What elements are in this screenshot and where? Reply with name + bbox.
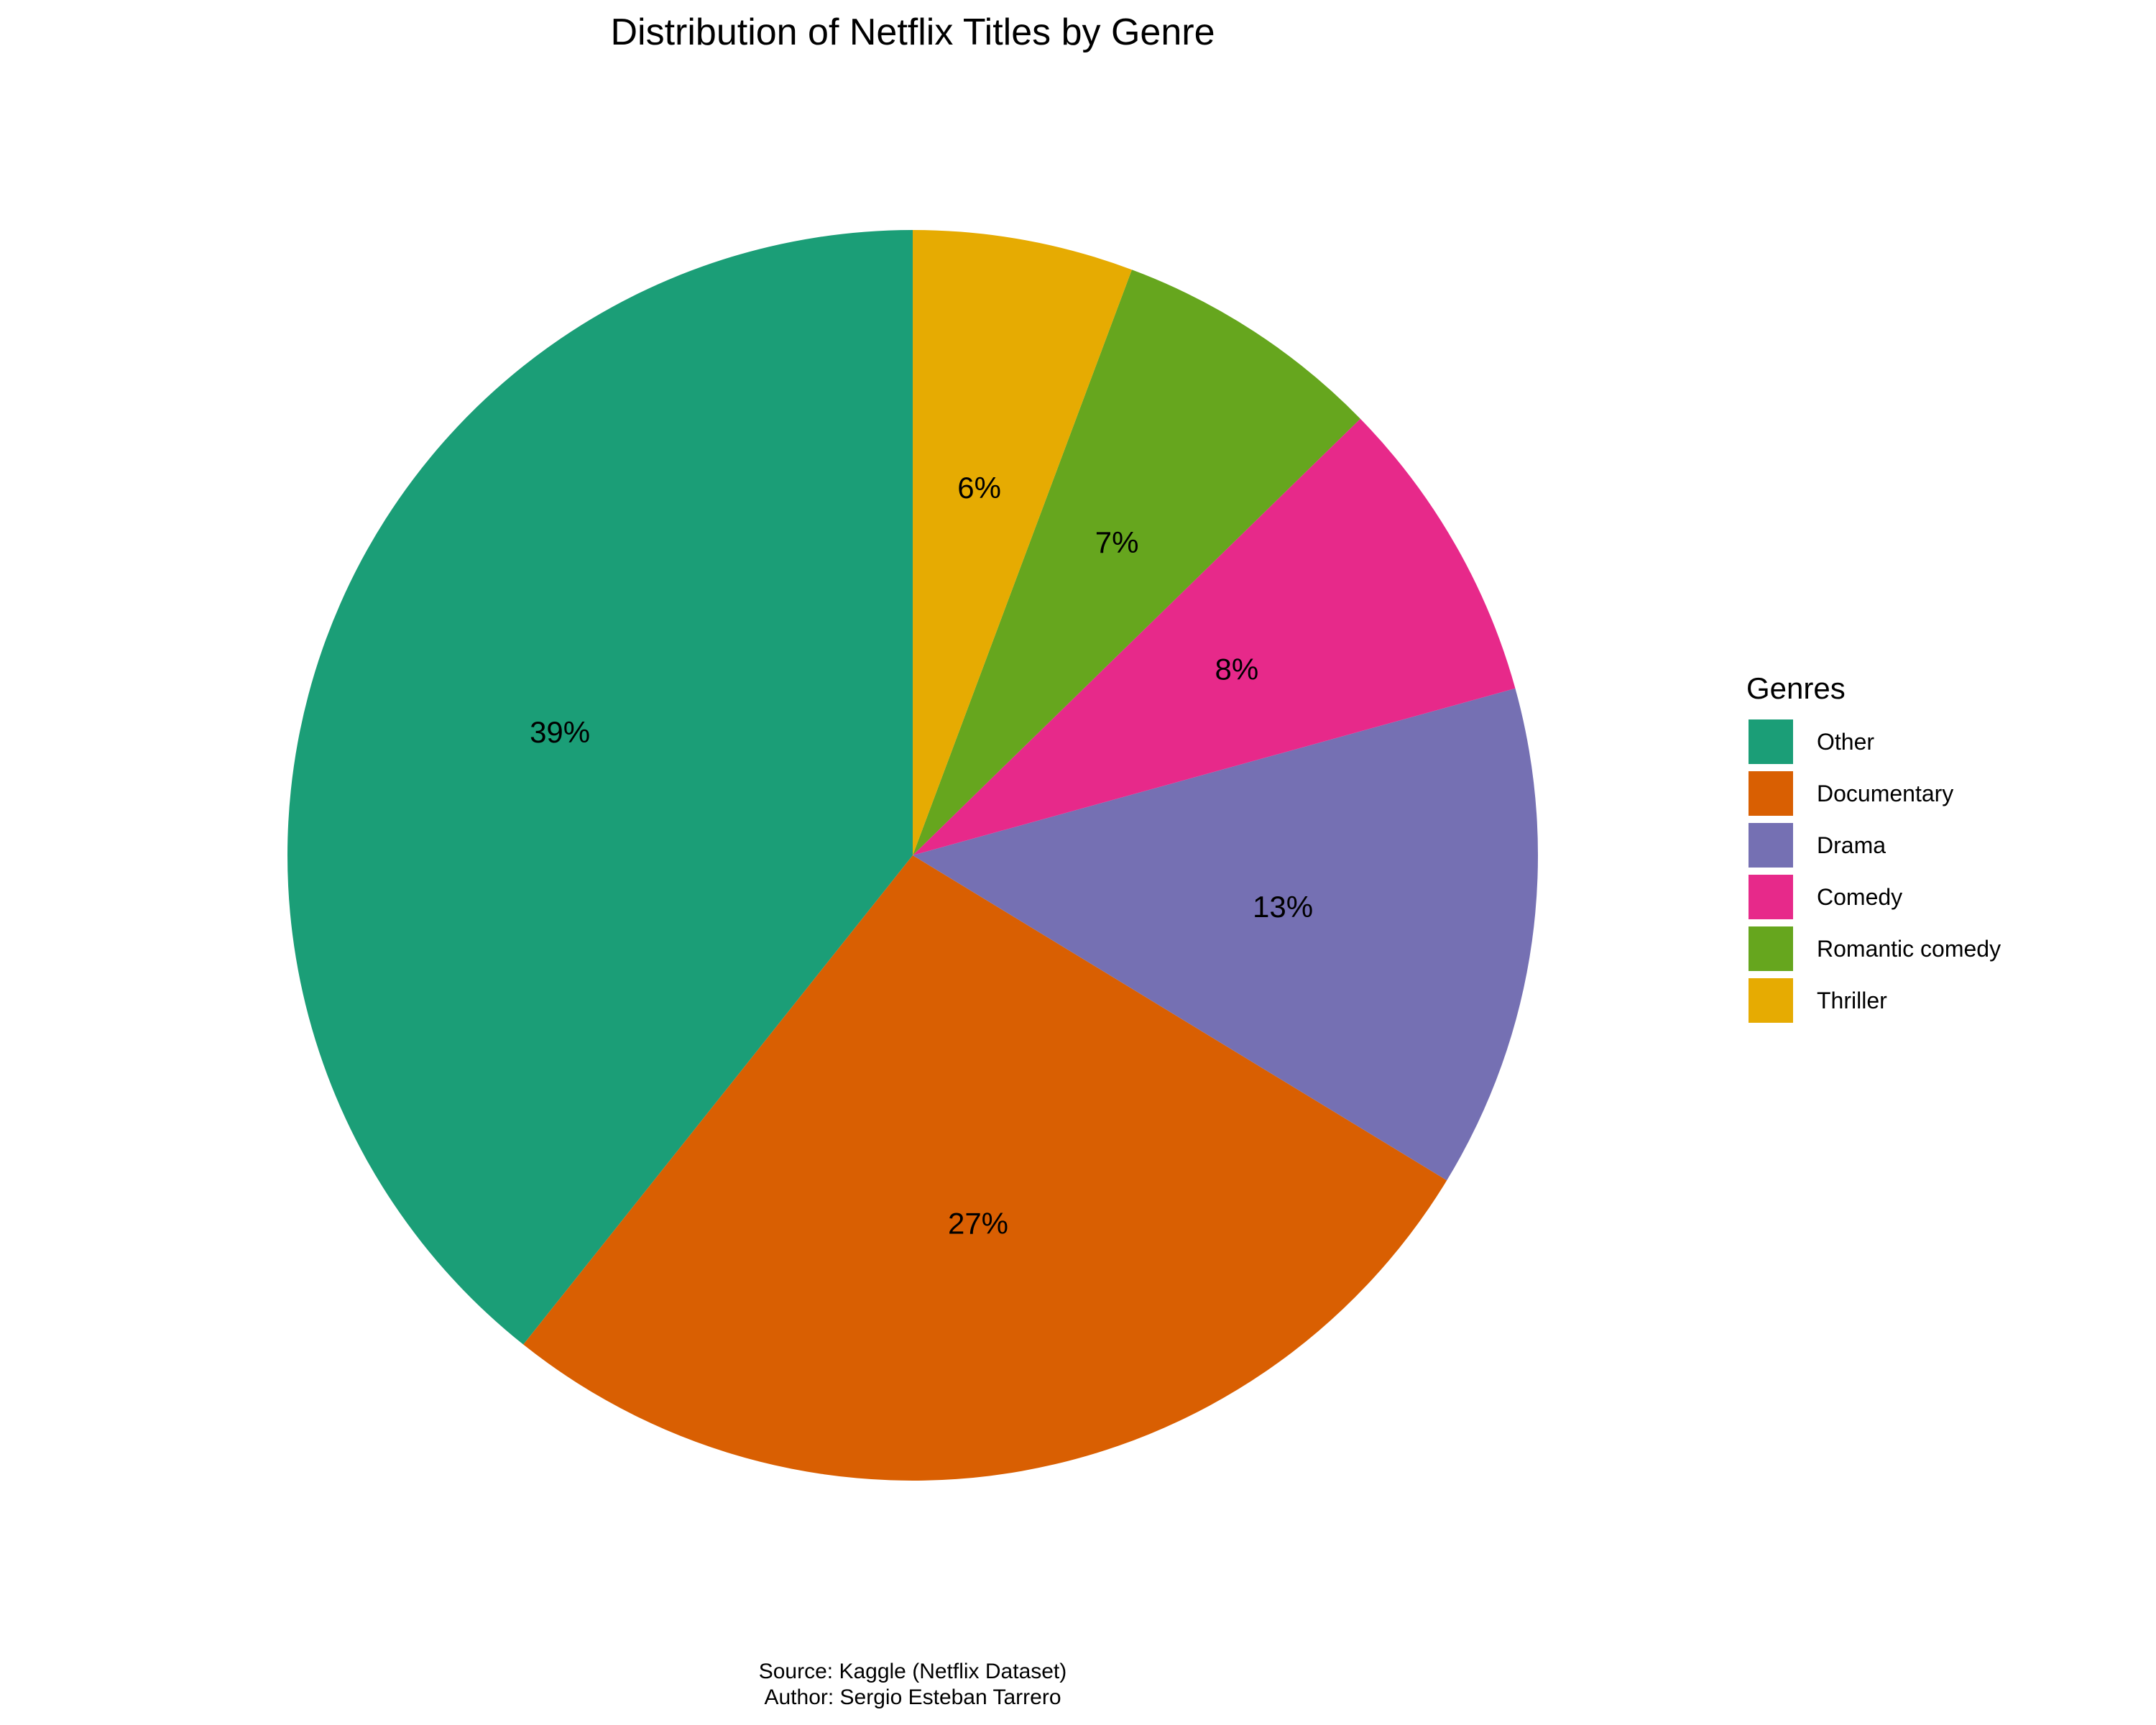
legend-item-comedy: Comedy xyxy=(1746,871,2120,923)
pie-slice-other xyxy=(287,230,913,1345)
legend-title: Genres xyxy=(1746,671,1846,705)
pie-slices xyxy=(287,230,1538,1481)
legend-label: Other xyxy=(1817,728,1875,755)
slice-label-documentary: 27% xyxy=(948,1206,1008,1240)
pie-slice-documentary xyxy=(523,855,1447,1481)
legend-label: Comedy xyxy=(1817,883,1903,910)
slice-label-other: 39% xyxy=(530,715,590,749)
legend-item-other: Other xyxy=(1746,716,2120,768)
legend-swatch xyxy=(1746,976,1795,1025)
pie-slice-drama xyxy=(913,688,1538,1181)
legend-item-romantic-comedy: Romantic comedy xyxy=(1746,923,2120,975)
caption-author: Author: Sergio Esteban Tarrero xyxy=(764,1685,1061,1709)
legend: Genres Other Documentary Drama Comedy Romant… xyxy=(1746,668,2120,1026)
pie-slice-comedy xyxy=(913,418,1516,855)
legend-swatch xyxy=(1746,717,1795,766)
chart-title: Distribution of Netflix Titles by Genre xyxy=(610,12,1215,53)
legend-label: Drama xyxy=(1817,832,1886,858)
legend-label: Documentary xyxy=(1817,780,1954,806)
slice-label-thriller: 6% xyxy=(957,471,1001,505)
slice-label-drama: 13% xyxy=(1253,890,1313,924)
slice-label-romantic-comedy: 7% xyxy=(1095,525,1139,559)
caption: Source: Kaggle (Netflix Dataset) Author:… xyxy=(0,1659,1825,1711)
legend-item-thriller: Thriller xyxy=(1746,975,2120,1026)
pie-slice-thriller xyxy=(913,230,1132,855)
legend-label: Thriller xyxy=(1817,987,1887,1013)
legend-swatch xyxy=(1746,924,1795,973)
pie-slice-romantic-comedy xyxy=(913,270,1360,855)
pie-chart: 39% 27% 13% 8% 7% 6% xyxy=(287,230,1538,1481)
legend-label: Romantic comedy xyxy=(1817,935,2001,962)
legend-item-documentary: Documentary xyxy=(1746,768,2120,819)
slice-label-comedy: 8% xyxy=(1215,652,1259,686)
legend-item-drama: Drama xyxy=(1746,819,2120,871)
legend-swatch xyxy=(1746,769,1795,818)
legend-swatch xyxy=(1746,873,1795,921)
caption-source: Source: Kaggle (Netflix Dataset) xyxy=(758,1660,1067,1683)
pie-slice-labels: 39% 27% 13% 8% 7% 6% xyxy=(530,471,1313,1241)
legend-items: Other Documentary Drama Comedy Romantic come… xyxy=(1746,716,2120,1026)
legend-swatch xyxy=(1746,821,1795,870)
